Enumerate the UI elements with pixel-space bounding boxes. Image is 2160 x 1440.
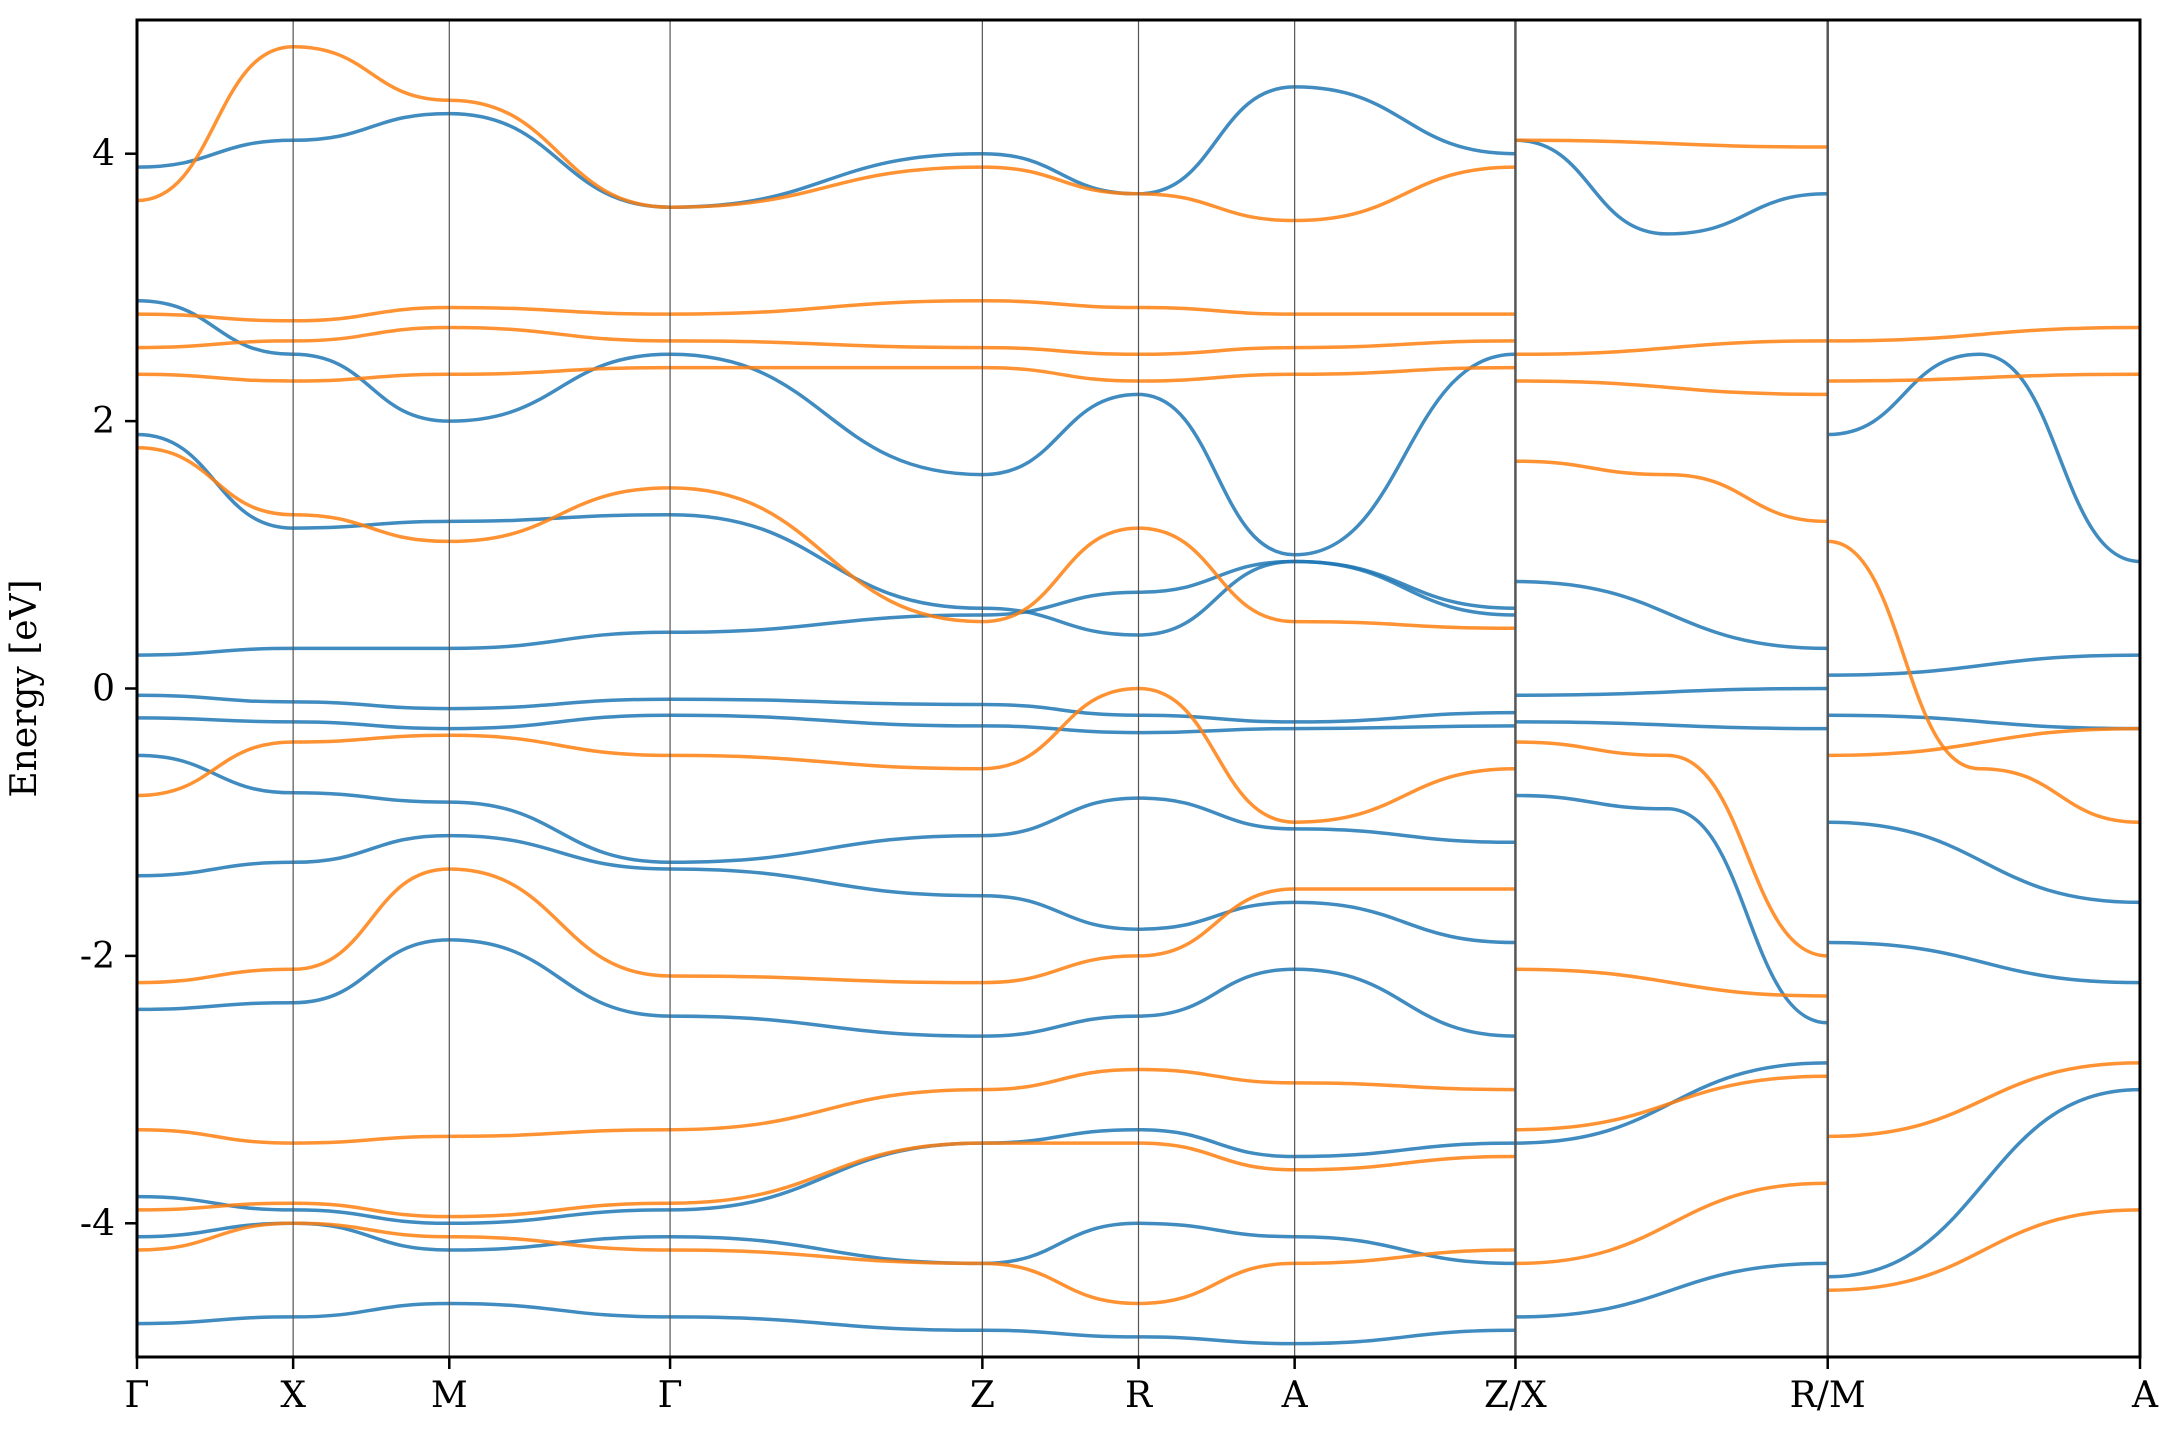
band-line-orange-28 — [137, 446, 1516, 631]
band-line-orange-35 — [1515, 339, 1828, 357]
band-line-blue-18 — [1515, 138, 1828, 236]
x-tick-label-6: A — [1281, 1375, 1309, 1416]
band-line-orange-40 — [1515, 1074, 1828, 1132]
band-line-orange-31 — [137, 1067, 1516, 1145]
x-tick-label-1: X — [280, 1375, 306, 1416]
band-line-blue-5 — [137, 938, 1516, 1038]
band-line-blue-13 — [1515, 720, 1828, 731]
y-axis-label: Energy [eV] — [4, 579, 45, 797]
band-line-orange-44 — [1827, 372, 2140, 383]
band-line-blue-9 — [137, 1221, 1516, 1266]
x-tick-label-7: Z/X — [1484, 1375, 1547, 1416]
band-line-orange-41 — [1515, 1181, 1828, 1266]
band-line-orange-43 — [1827, 325, 2140, 343]
band-line-orange-46 — [1827, 1061, 2140, 1139]
y-tick-label-3: 2 — [92, 401, 115, 442]
band-line-blue-21 — [1827, 940, 2140, 985]
band-line-blue-6 — [137, 432, 1516, 637]
band-line-orange-36 — [1515, 379, 1828, 397]
band-line-orange-39 — [1515, 967, 1828, 998]
band-line-blue-20 — [1827, 653, 2140, 677]
x-axis-ticks: Γ X M Γ Z R A Z/X R/M A — [125, 1357, 2159, 1416]
y-tick-label-4: 4 — [92, 134, 115, 175]
band-line-blue-3 — [137, 753, 1516, 865]
band-line-orange-30 — [137, 867, 1516, 985]
x-tick-label-8: R/M — [1790, 1375, 1866, 1416]
band-line-orange-34 — [137, 44, 1516, 223]
band-line-blue-17 — [1515, 1261, 1828, 1319]
band-line-blue-12 — [1515, 686, 1828, 697]
y-tick-label-2: 0 — [92, 669, 115, 710]
x-tick-label-4: Z — [970, 1375, 995, 1416]
band-line-blue-10 — [137, 1301, 1516, 1346]
band-line-blue-24 — [1827, 352, 2140, 564]
band-line-blue-0 — [137, 693, 1516, 724]
band-line-orange-45 — [1827, 539, 2140, 824]
band-line-blue-23 — [1827, 1087, 2140, 1279]
y-tick-label-1: -2 — [80, 936, 115, 977]
band-line-blue-22 — [1827, 820, 2140, 905]
band-line-orange-27 — [137, 299, 1516, 323]
band-line-orange-47 — [1827, 1208, 2140, 1292]
band-line-blue-4 — [137, 833, 1516, 945]
band-line-blue-11 — [137, 85, 1516, 209]
band-line-orange-25 — [137, 325, 1516, 357]
x-tick-label-3: Γ — [658, 1375, 683, 1416]
kpoint-lines-layer — [292, 20, 1829, 1357]
band-line-orange-32 — [137, 1141, 1516, 1219]
y-axis-ticks: -4 -2 0 2 4 — [80, 134, 137, 1244]
x-tick-label-0: Γ — [125, 1375, 150, 1416]
band-line-blue-8 — [137, 1127, 1516, 1226]
bands-layer — [137, 44, 2140, 1346]
band-line-blue-19 — [1827, 713, 2140, 731]
band-line-blue-15 — [1515, 793, 1828, 1025]
band-line-blue-14 — [1515, 579, 1828, 651]
x-tick-label-9: A — [2131, 1375, 2159, 1416]
band-line-orange-26 — [137, 365, 1516, 383]
band-line-orange-42 — [1515, 138, 1828, 149]
band-line-orange-38 — [1515, 740, 1828, 958]
band-line-orange-29 — [137, 686, 1516, 824]
x-tick-label-5: R — [1125, 1375, 1153, 1416]
band-line-orange-48 — [1827, 726, 2140, 758]
band-line-orange-37 — [1515, 459, 1828, 524]
band-line-orange-33 — [137, 1221, 1516, 1306]
band-line-blue-2 — [137, 559, 1516, 657]
x-tick-label-2: M — [431, 1375, 468, 1416]
band-line-blue-1 — [137, 713, 1516, 735]
y-tick-label-0: -4 — [80, 1203, 115, 1244]
